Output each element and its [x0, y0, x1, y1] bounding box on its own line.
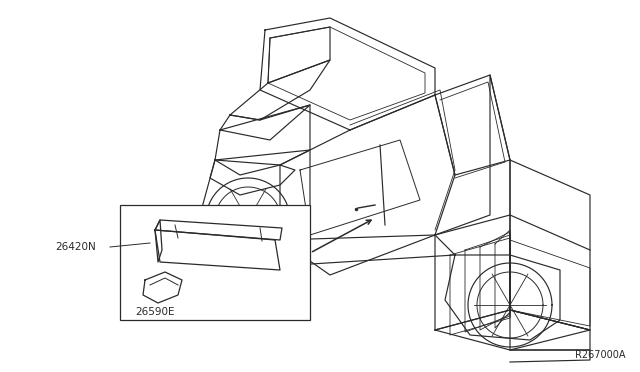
FancyBboxPatch shape: [120, 205, 310, 320]
Text: R267000A: R267000A: [575, 350, 625, 360]
Text: 26420N: 26420N: [55, 242, 96, 252]
Text: 26590E: 26590E: [135, 307, 175, 317]
